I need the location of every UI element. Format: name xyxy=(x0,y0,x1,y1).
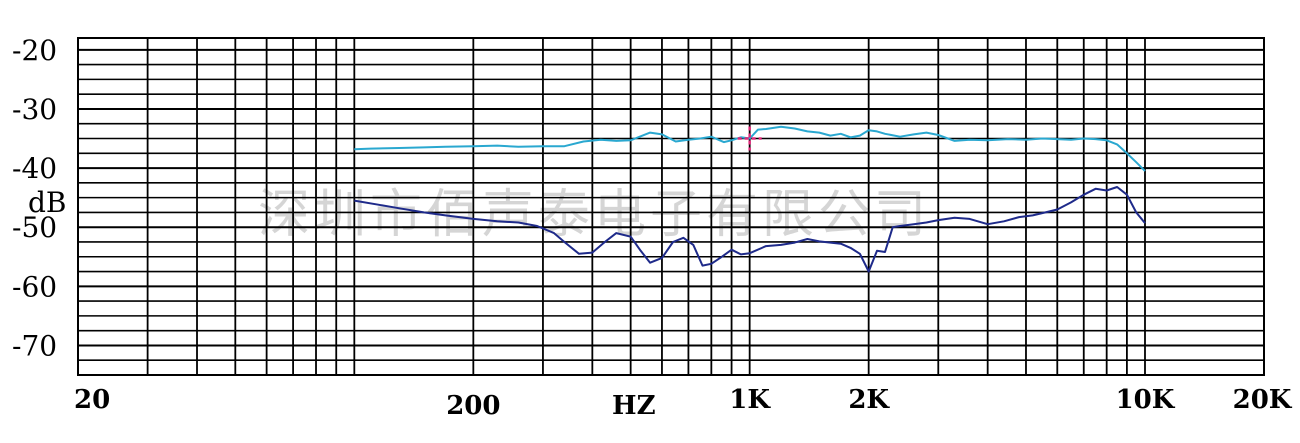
x-tick-label: 20K xyxy=(1233,385,1293,415)
y-tick-label: -50 xyxy=(12,211,57,244)
x-tick-label: 20 xyxy=(74,385,110,415)
series-layer xyxy=(354,125,1146,273)
y-tick-label: -70 xyxy=(12,329,57,362)
series-line-1 xyxy=(354,125,1146,172)
vertical-gridlines xyxy=(146,38,1146,375)
x-axis-label: HZ xyxy=(612,391,656,421)
y-tick-label: -60 xyxy=(12,270,57,303)
y-tick-label: -40 xyxy=(12,152,57,185)
x-axis-ticks: 20 200 1K 2K 10K 20K xyxy=(74,385,1293,421)
reference-marker xyxy=(737,126,762,151)
plot-frame xyxy=(77,37,1265,376)
y-axis-label: dB xyxy=(28,186,67,219)
series-line-2 xyxy=(354,186,1146,273)
horizontal-gridlines xyxy=(78,48,1264,362)
y-tick-label: -30 xyxy=(12,93,57,126)
x-tick-label: 10K xyxy=(1116,385,1176,415)
x-tick-label: 2K xyxy=(848,385,890,415)
y-tick-label: -20 xyxy=(12,34,57,67)
x-tick-label: 200 xyxy=(446,391,500,421)
x-tick-label: 1K xyxy=(729,385,771,415)
watermark: 深圳市佰声泰电子有限公司 xyxy=(258,185,930,245)
y-axis-ticks: -20 -30 -40 -50 -60 -70 xyxy=(12,34,57,363)
watermark-text: 深圳市佰声泰电子有限公司 xyxy=(258,185,930,245)
